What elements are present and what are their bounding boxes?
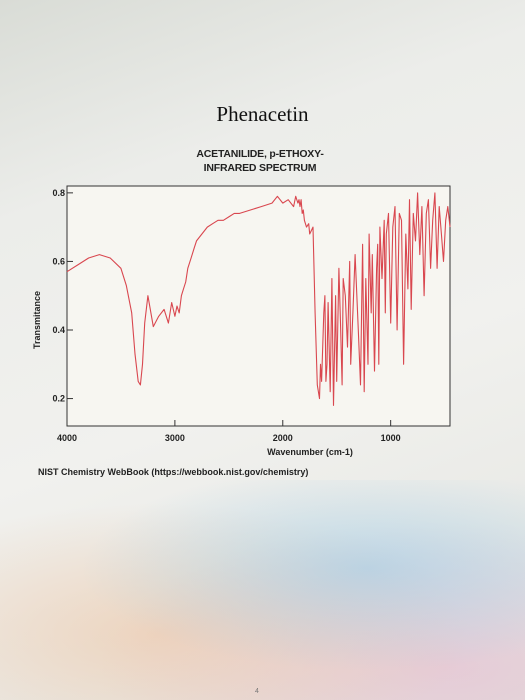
axis-ticks: [66, 192, 392, 426]
x-tick-label: 3000: [165, 433, 185, 443]
x-tick-labels: 4000 3000 2000 1000: [57, 433, 401, 443]
x-tick-label: 4000: [57, 433, 77, 443]
y-axis-label: Transmitance: [32, 290, 42, 350]
plot-area-frame: [66, 185, 451, 427]
x-tick-label: 1000: [381, 433, 401, 443]
chart-title-line-1: ACETANILIDE, p-ETHOXY-: [196, 148, 324, 160]
x-axis-label: Wavenumber (cm-1): [267, 447, 353, 457]
page-number: 4: [255, 688, 259, 695]
y-tick-label: 0.6: [52, 256, 65, 266]
y-tick-label: 0.2: [52, 394, 65, 404]
y-tick-label: 0.8: [52, 188, 65, 198]
chart-title-line-2: INFRARED SPECTRUM: [203, 162, 317, 174]
chart-title: ACETANILIDE, p-ETHOXY- INFRARED SPECTRUM: [150, 147, 370, 175]
y-tick-label: 0.4: [52, 325, 65, 335]
spectrum-line: [66, 192, 451, 406]
page-title: Phenacetin: [216, 102, 309, 126]
y-tick-labels: 0.2 0.4 0.6 0.8: [52, 188, 65, 404]
source-citation: NIST Chemistry WebBook (https://webbook.…: [38, 467, 309, 477]
x-tick-label: 2000: [273, 433, 293, 443]
